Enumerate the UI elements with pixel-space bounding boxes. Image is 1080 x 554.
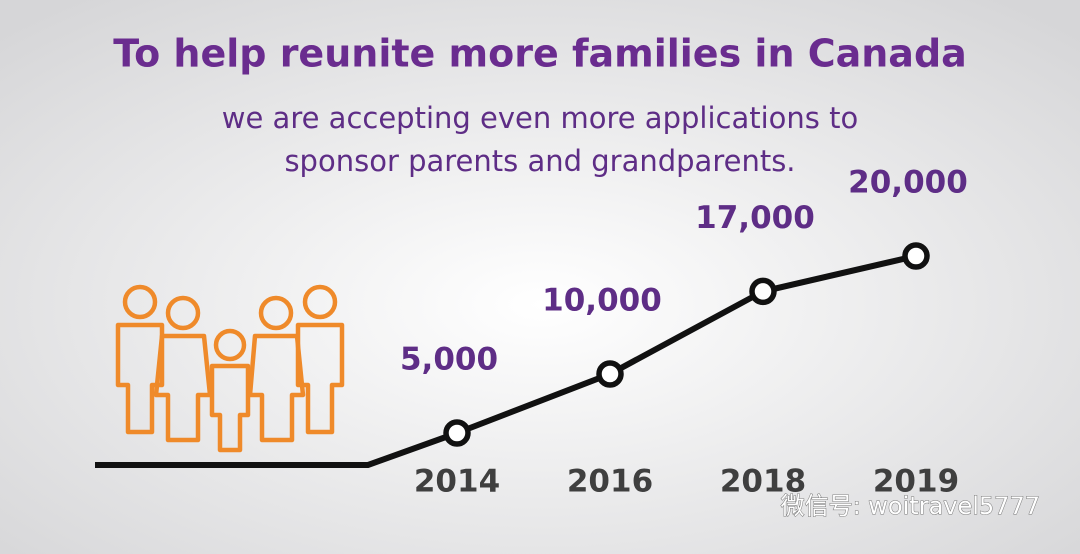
value-label: 10,000 xyxy=(542,283,662,319)
watermark: 微信号: woitravel5777 xyxy=(781,492,1040,520)
baseline xyxy=(95,430,459,468)
value-label: 17,000 xyxy=(695,200,815,236)
family-icon xyxy=(115,284,345,453)
x-tick-label: 2019 xyxy=(873,464,959,500)
point xyxy=(596,360,624,388)
value-label: 20,000 xyxy=(848,165,968,201)
point xyxy=(902,242,930,270)
value-label: 5,000 xyxy=(400,342,498,378)
x-tick-label: 2014 xyxy=(414,464,500,500)
point xyxy=(749,277,777,306)
subtitle: sponsor parents and grandparents. xyxy=(284,144,795,178)
x-tick-label: 2018 xyxy=(720,464,806,500)
subtitle: we are accepting even more applications … xyxy=(222,101,858,135)
line xyxy=(455,253,917,436)
x-tick-label: 2016 xyxy=(567,464,653,500)
chart-title: To help reunite more families in Canada xyxy=(113,32,967,76)
point xyxy=(443,419,471,447)
